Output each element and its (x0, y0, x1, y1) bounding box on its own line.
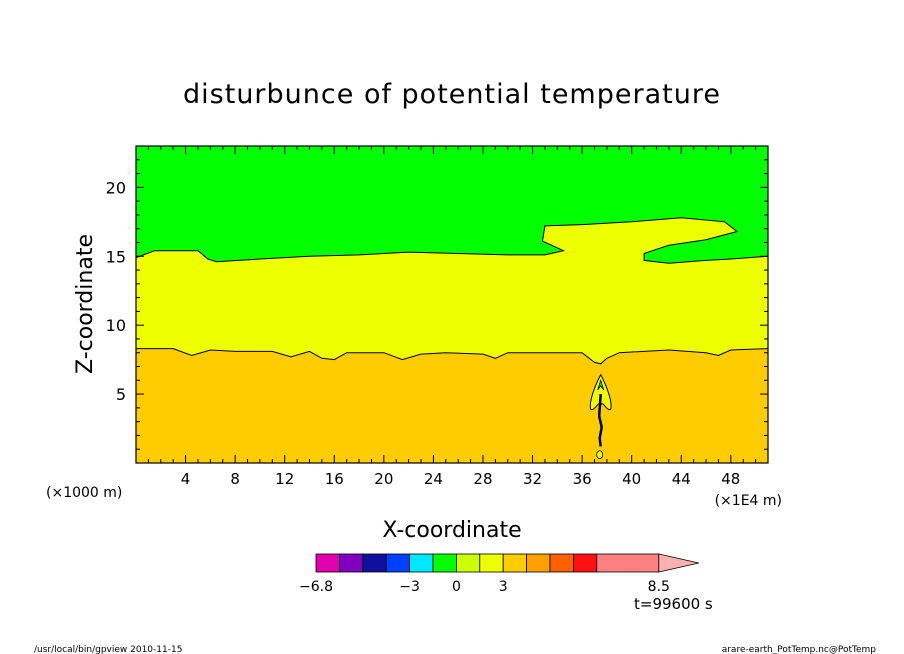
colorbar-swatch (315, 553, 340, 573)
colorbar-label: 8.5 (648, 579, 670, 595)
x-tick-label: 24 (424, 470, 443, 488)
colorbar-label: −3 (399, 579, 420, 595)
colorbar-arrow (658, 553, 699, 573)
x-tick-label: 12 (275, 470, 294, 488)
x-tick-label: 4 (181, 470, 191, 488)
colorbar-swatch (338, 553, 364, 573)
footer-right: arare-earth_PotTemp.nc@PotTemp (722, 645, 877, 654)
x-tick-label: 40 (622, 470, 641, 488)
x-unit-left: (×1000 m) (46, 485, 122, 501)
region-lower (136, 348, 768, 463)
colorbar-swatch (385, 553, 411, 573)
contour-middle-upper (135, 217, 769, 264)
y-axis-ticks: 5 10 15 20 (106, 159, 768, 450)
y-tick-label: 15 (106, 247, 126, 266)
x-unit-right: (×1E4 m) (715, 493, 782, 509)
y-tick-label: 10 (106, 316, 126, 335)
x-tick-label: 36 (573, 470, 592, 488)
colorbar-swatch (479, 553, 504, 573)
contour-lower-middle (136, 348, 769, 365)
plume-base (596, 450, 604, 460)
colorbar-swatch (549, 553, 574, 573)
x-tick-label: 16 (325, 470, 344, 488)
footer-left: /usr/local/bin/gpview 2010-11-15 (34, 645, 182, 654)
colorbar-swatch (409, 553, 434, 573)
colorbar-label: 3 (499, 579, 508, 595)
time-label: t=99600 s (634, 595, 713, 613)
y-tick-label: 5 (116, 385, 126, 404)
plot-area (135, 146, 769, 463)
colorbar-swatch (362, 553, 387, 573)
chart-title: disturbunce of potential temperature (183, 79, 721, 110)
x-tick-label: 44 (672, 470, 691, 488)
plot-frame (135, 145, 769, 464)
colorbar-swatch (455, 553, 481, 573)
x-axis-ticks: 4 8 12 16 20 24 28 32 36 40 44 48 (147, 146, 769, 488)
colorbar-swatch (573, 553, 598, 573)
colorbar-swatch (596, 553, 660, 573)
colorbar-swatch (526, 553, 551, 573)
x-tick-label: 32 (523, 470, 542, 488)
x-tick-label: 20 (374, 470, 393, 488)
x-tick-label: 28 (473, 470, 492, 488)
plume-core (597, 394, 603, 447)
x-tick-label: 8 (230, 470, 240, 488)
colorbar-label: −6.8 (299, 579, 333, 595)
colorbar-swatch (432, 553, 457, 573)
y-tick-label: 20 (106, 178, 126, 197)
y-axis-label: Z-coordinate (73, 234, 98, 374)
colorbar-swatch (502, 553, 528, 573)
colorbar: −6.8 −3 0 3 8.5 (299, 553, 699, 595)
x-axis-label: X-coordinate (382, 518, 521, 543)
x-tick-label: 48 (721, 470, 740, 488)
colorbar-label: 0 (452, 579, 461, 595)
plume-inner (597, 378, 605, 391)
